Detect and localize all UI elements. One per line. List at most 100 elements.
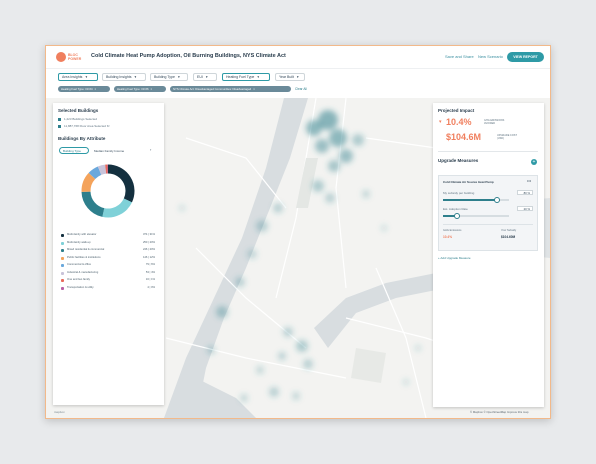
chevron-down-icon: ▾: [205, 75, 208, 79]
chevron-right-icon[interactable]: ›: [150, 147, 152, 152]
donut-slice[interactable]: [81, 172, 96, 192]
top-bar: BLOC POWER Cold Climate Heat Pump Adopti…: [46, 46, 550, 68]
close-icon[interactable]: ×: [94, 87, 97, 91]
legend-value: 79 | 6%: [145, 263, 155, 266]
save-share-link[interactable]: Save and Share: [445, 54, 474, 59]
eui-dropdown[interactable]: EUI ▾: [193, 73, 217, 81]
chip-label: Heating Fuel Type: Oil #4: [61, 87, 93, 91]
close-icon[interactable]: ×: [253, 87, 255, 91]
legend-label: Public facilities & institutions: [67, 255, 101, 259]
filter-chip[interactable]: Heating Fuel Type: Oil #6 ×: [114, 86, 166, 92]
map-attribution[interactable]: © Mapbox © OpenStreetMap Improve this ma…: [470, 410, 529, 414]
filter-chip[interactable]: Heating Fuel Type: Oil #4 ×: [58, 86, 110, 92]
add-upgrade-link[interactable]: + Add Upgrade Measure: [438, 256, 471, 260]
close-icon[interactable]: ×: [150, 87, 153, 91]
pencil-edit-icon[interactable]: ✎: [267, 53, 272, 59]
legend-value: 250 | 20%: [142, 240, 155, 244]
building-insights-dropdown[interactable]: Building Insights ▾: [102, 73, 146, 81]
donut-slice[interactable]: [97, 164, 107, 175]
cost-value: $104.6M: [446, 132, 482, 142]
active-filter-chips: Heating Fuel Type: Oil #4 × Heating Fuel …: [46, 84, 550, 96]
donut-slice[interactable]: [107, 164, 135, 203]
chevron-down-icon: ▾: [177, 75, 180, 79]
subsidy-mini-label: Your Subsidy: [501, 229, 517, 232]
subsidy-input[interactable]: 80 %: [517, 190, 533, 195]
card-divider: [443, 224, 533, 225]
year-built-label: Year Built: [279, 75, 294, 79]
legend-swatch: [61, 256, 64, 260]
legend-value: 374 | 31%: [142, 233, 155, 236]
legend-label: Transportation & utility: [67, 285, 94, 289]
legend-item[interactable]: Industrial & manufacturing 53 | 4%: [61, 271, 155, 277]
donut-slice[interactable]: [88, 166, 102, 180]
adoption-slider-handle[interactable]: [454, 213, 461, 219]
scenario-title: Cold Climate Heat Pump Adoption, Oil Bur…: [91, 53, 286, 59]
chip-label: Heating Fuel Type: Oil #6: [117, 87, 149, 91]
logo-text: BLOC POWER: [68, 53, 82, 61]
chip-label: NYS Climate Act: Disadvantaged Communiti…: [173, 87, 252, 91]
legend-label: Multi-family with elevator: [67, 233, 97, 236]
tab-building-type[interactable]: Building Type: [59, 147, 89, 154]
area-insights-dropdown[interactable]: Area Insights ▾: [58, 73, 98, 81]
emissions-value: 10.4%: [446, 117, 472, 127]
subsidy-mini-value: $104.60M: [501, 235, 516, 239]
building-type-label: Building Type: [154, 75, 175, 79]
legend-value: 16 | 1%: [145, 278, 155, 281]
year-built-dropdown[interactable]: Year Built ▾: [275, 73, 305, 81]
legend-value: 53 | 4%: [145, 270, 155, 274]
adoption-label: Est. Adoption Rate: [443, 207, 468, 211]
divider: [438, 151, 538, 152]
chevron-down-icon: ▾: [85, 75, 88, 79]
area-icon: [58, 125, 61, 128]
legend-item[interactable]: Transportation & utility 4 | 0%: [61, 286, 155, 292]
legend-swatch: [61, 249, 64, 252]
legend-item[interactable]: Multi-family with elevator 374 | 31%: [61, 233, 155, 239]
heating-fuel-label: Heating Fuel Type: [226, 75, 255, 79]
add-circle-icon[interactable]: +: [531, 159, 537, 165]
legend-value: 146 | 12%: [142, 255, 155, 259]
legend-swatch: [61, 241, 64, 245]
clear-all-link[interactable]: Clear All: [295, 87, 307, 91]
chevron-down-icon: ▾: [257, 75, 260, 79]
logo-mark-icon: [56, 52, 66, 62]
legend-label: Industrial & manufacturing: [67, 270, 99, 274]
blocpower-logo[interactable]: BLOC POWER: [56, 50, 86, 64]
legend-item[interactable]: Multi-family walk-up 250 | 20%: [61, 241, 155, 247]
legend-swatch: [61, 279, 64, 282]
map-canvas[interactable]: mapbox © Mapbox © OpenStreetMap Improve …: [46, 98, 550, 418]
adoption-slider[interactable]: [443, 215, 509, 217]
ghg-mini-value: 10.4%: [443, 235, 453, 239]
legend-item[interactable]: Mixed residential & commercial 246 | 20%: [61, 248, 155, 254]
arrow-down-icon: ▾: [439, 119, 442, 125]
mapbox-watermark: mapbox: [54, 410, 65, 414]
donut-slice[interactable]: [102, 198, 132, 218]
selected-buildings-title: Selected Buildings: [58, 108, 99, 113]
map-base: [164, 98, 550, 418]
legend-value: 246 | 20%: [142, 248, 155, 251]
heating-fuel-dropdown[interactable]: Heating Fuel Type ▾: [222, 73, 270, 81]
upgrade-card: Cold Climate Air Source Heat Pump ••• My…: [438, 175, 538, 251]
subsidy-slider-handle[interactable]: [493, 197, 500, 203]
legend-item[interactable]: One and two family 16 | 1%: [61, 278, 155, 284]
new-scenario-link[interactable]: New Scenario: [478, 54, 503, 59]
harbor: [164, 378, 256, 418]
building-type-dropdown[interactable]: Building Type ▾: [150, 73, 188, 81]
legend-item[interactable]: Commercial & office 79 | 6%: [61, 263, 155, 269]
upgrade-measures-title: Upgrade Measures: [438, 158, 479, 163]
chevron-down-icon: ▾: [296, 75, 299, 79]
subsidy-slider-fill: [443, 199, 496, 201]
hudson-river: [164, 98, 308, 418]
measure-name: Cold Climate Air Source Heat Pump: [443, 180, 494, 184]
adoption-input[interactable]: 20 %: [517, 206, 533, 211]
legend-label: Mixed residential & commercial: [67, 248, 105, 251]
left-panel: Selected Buildings 1,223 Buildings Selec…: [53, 103, 164, 405]
donut-slice[interactable]: [81, 191, 105, 217]
more-menu-icon[interactable]: •••: [527, 178, 532, 183]
tab-median-income[interactable]: Median Family Income: [94, 148, 125, 153]
legend-swatch: [61, 271, 64, 275]
filter-chip[interactable]: NYS Climate Act: Disadvantaged Communiti…: [170, 86, 291, 92]
cost-label: UPGRADE COST (USD): [497, 134, 517, 140]
legend-item[interactable]: Public facilities & institutions 146 | 12…: [61, 256, 155, 262]
view-report-button[interactable]: VIEW REPORT: [507, 52, 544, 62]
legend-label: Multi-family walk-up: [67, 240, 91, 244]
